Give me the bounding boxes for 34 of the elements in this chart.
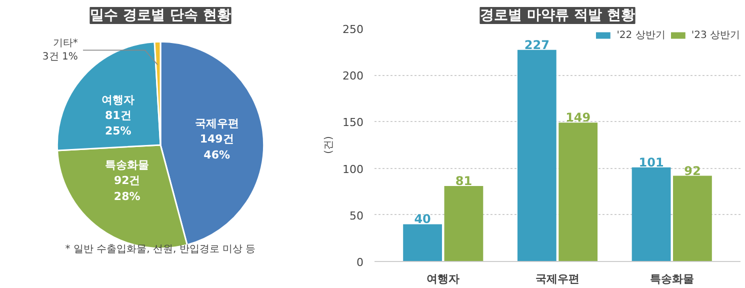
chart-title: 밀수 경로별 단속 현황: [90, 8, 231, 24]
x-tick-label: 국제우편: [536, 272, 580, 286]
bar: [444, 186, 484, 262]
chart-title: 경로별 마약류 적발 현황: [480, 8, 635, 24]
y-axis-title: (건): [324, 136, 335, 154]
legend-label: '23 상반기: [691, 29, 740, 42]
data-label: 81: [455, 174, 472, 188]
y-tick-label: 50: [350, 209, 364, 222]
slice-label: 기타*: [52, 38, 78, 50]
data-label: 40: [414, 212, 431, 226]
data-label: 227: [524, 38, 550, 52]
slice-label: 국제우편: [194, 117, 239, 130]
y-tick-label: 250: [342, 23, 364, 36]
slice-label: 특송화물: [105, 158, 150, 172]
bar: [517, 50, 556, 262]
x-tick-label: 특송화물: [650, 272, 694, 286]
data-label: 3건 1%: [42, 51, 78, 62]
bar: [632, 167, 671, 262]
data-label: 149건 46%: [200, 132, 234, 162]
bar: [403, 224, 442, 262]
y-tick-label: 200: [342, 70, 364, 83]
bar: [558, 122, 598, 262]
data-label: 92: [684, 164, 701, 178]
bar: [673, 176, 712, 262]
data-label: 92건 28%: [114, 174, 140, 203]
data-label: 149: [566, 110, 591, 125]
data-label: 81건 25%: [104, 109, 132, 138]
slice-label: 여행자: [102, 93, 135, 106]
y-tick-label: 0: [356, 256, 364, 269]
x-tick-label: 여행자: [426, 272, 460, 286]
legend-label: '22 상반기: [616, 29, 666, 42]
y-tick-label: 100: [342, 162, 364, 176]
y-tick-label: 150: [342, 116, 364, 130]
data-label: 101: [638, 155, 664, 170]
